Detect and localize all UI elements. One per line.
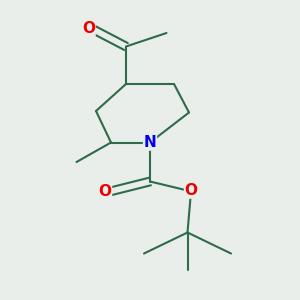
Text: N: N [144, 135, 156, 150]
Text: O: O [82, 21, 95, 36]
Text: O: O [98, 184, 112, 200]
Text: O: O [184, 183, 198, 198]
